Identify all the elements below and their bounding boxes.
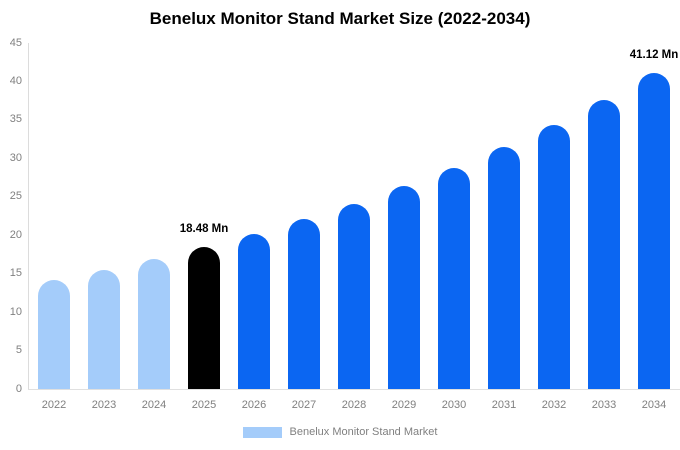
bar-2026: [238, 233, 270, 389]
legend-item[interactable]: Benelux Monitor Stand Market: [0, 426, 680, 438]
y-axis-tick-label: 15: [9, 267, 22, 280]
bar-2029: [388, 186, 420, 389]
bar-2024: [138, 259, 170, 389]
value-label-2034: 41.12 Mn: [629, 48, 679, 61]
x-axis-label-2029: 2029: [391, 399, 417, 411]
bar-2034: [638, 72, 670, 389]
y-axis-tick-label: 40: [9, 74, 22, 87]
bar-2025: [188, 246, 220, 389]
x-axis-label-2027: 2027: [291, 399, 317, 411]
y-axis-tick-label: 10: [9, 305, 22, 318]
x-axis-label-2028: 2028: [341, 399, 367, 411]
x-axis-label-2030: 2030: [441, 399, 467, 411]
x-axis-label-2034: 2034: [641, 399, 667, 411]
x-axis-label-2026: 2026: [241, 399, 267, 411]
y-axis-tick-label: 25: [9, 190, 22, 203]
x-axis-label-2033: 2033: [591, 399, 617, 411]
x-axis-label-2031: 2031: [491, 399, 517, 411]
x-axis-label-2025: 2025: [191, 399, 217, 411]
chart-title: Benelux Monitor Stand Market Size (2022-…: [149, 9, 531, 28]
bar-2023: [88, 269, 120, 389]
bar-2022: [38, 279, 70, 389]
y-axis-tick-label: 45: [9, 36, 22, 49]
bar-2027: [288, 219, 320, 389]
y-axis-tick-label: 35: [9, 113, 22, 126]
x-axis-label-2022: 2022: [41, 399, 67, 411]
bar-2028: [338, 203, 370, 389]
y-axis-tick-label: 5: [15, 344, 22, 357]
x-axis-label-2023: 2023: [91, 399, 117, 411]
y-axis-tick-label: 20: [9, 228, 22, 241]
y-axis-tick-label: 0: [15, 382, 22, 395]
value-label-2025: 18.48 Mn: [179, 222, 229, 235]
y-axis-line: [28, 43, 29, 390]
bar-2033: [588, 99, 620, 389]
bar-2032: [538, 124, 570, 389]
x-axis-label-2024: 2024: [141, 399, 167, 411]
bar-2031: [488, 146, 520, 389]
x-axis-line: [28, 389, 680, 390]
x-axis-label-2032: 2032: [541, 399, 567, 411]
y-axis-tick-label: 30: [9, 151, 22, 164]
legend-swatch: [242, 426, 282, 438]
bar-2030: [438, 167, 470, 389]
legend-label: Benelux Monitor Stand Market: [289, 426, 438, 438]
